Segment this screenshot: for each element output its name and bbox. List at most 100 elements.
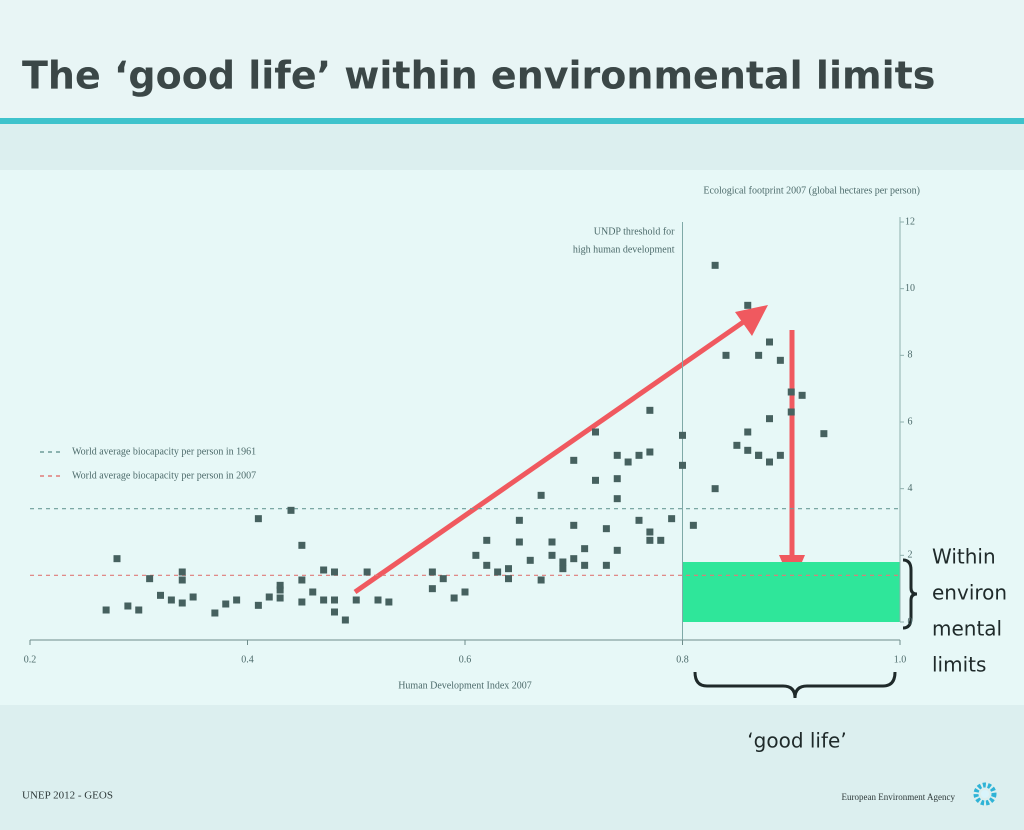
- point: [124, 602, 132, 610]
- logo-center: [981, 790, 989, 798]
- annotation-right: mental: [932, 617, 1002, 641]
- point: [331, 568, 338, 576]
- point: [178, 576, 186, 584]
- point: [592, 476, 599, 484]
- bottom-brace: [693, 671, 897, 699]
- point: [320, 596, 328, 604]
- point: [766, 415, 773, 423]
- point: [646, 528, 654, 536]
- point: [178, 568, 186, 576]
- point: [146, 575, 154, 583]
- y-axis-label: Ecological footprint 2007 (global hectar…: [703, 185, 920, 196]
- point: [766, 458, 773, 466]
- point: [657, 536, 665, 544]
- footer-left: UNEP 2012 - GEOS: [22, 790, 113, 802]
- point: [276, 594, 284, 602]
- point: [646, 406, 654, 414]
- point: [613, 546, 621, 554]
- point: [113, 555, 121, 563]
- point: [679, 461, 686, 469]
- y-tick-label: 6: [908, 416, 913, 427]
- y-tick-label: 2: [908, 550, 913, 561]
- point: [776, 356, 784, 364]
- point: [766, 338, 773, 346]
- point: [624, 458, 632, 466]
- point: [167, 596, 175, 604]
- point: [331, 596, 338, 604]
- point: [157, 591, 164, 599]
- legend-label: World average biocapacity per person in …: [72, 470, 256, 481]
- chart-panel: [0, 170, 1024, 705]
- y-tick-label: 0: [908, 616, 913, 627]
- point: [744, 428, 752, 436]
- point: [537, 491, 545, 499]
- point: [755, 351, 763, 359]
- point: [178, 599, 186, 607]
- point: [602, 561, 610, 569]
- point: [428, 568, 436, 576]
- y-tick-label: 8: [908, 350, 913, 361]
- x-tick-label: 0.4: [241, 654, 254, 665]
- footer-right: European Environment Agency: [842, 792, 956, 802]
- point: [102, 606, 110, 614]
- point: [428, 585, 436, 593]
- point: [526, 556, 534, 564]
- point: [635, 451, 643, 459]
- right-brace: [902, 558, 918, 630]
- point: [787, 388, 795, 396]
- point: [722, 351, 730, 359]
- point: [689, 521, 697, 529]
- point: [581, 545, 589, 553]
- point: [548, 551, 556, 559]
- point: [276, 586, 284, 594]
- point: [494, 568, 502, 576]
- point: [505, 565, 512, 573]
- point: [385, 598, 393, 606]
- point: [515, 516, 523, 524]
- x-tick-label: 1.0: [894, 654, 907, 665]
- point: [450, 594, 458, 602]
- annotation-right: environ: [932, 581, 1007, 605]
- point: [254, 515, 262, 523]
- point: [635, 516, 643, 524]
- point: [646, 536, 654, 544]
- point: [570, 456, 578, 464]
- point: [581, 561, 589, 569]
- title-band: [0, 0, 1024, 120]
- point: [515, 538, 523, 546]
- slide-title: The ‘good life’ within environmental lim…: [22, 54, 935, 98]
- point: [298, 598, 306, 606]
- point: [265, 593, 273, 601]
- point: [331, 608, 338, 616]
- title-rule: [0, 118, 1024, 124]
- threshold-label: UNDP threshold for: [594, 226, 675, 237]
- point: [820, 430, 828, 438]
- point: [222, 600, 230, 608]
- logo-ring: [973, 782, 997, 806]
- point: [276, 581, 284, 589]
- point: [537, 576, 545, 584]
- arrow-up: [353, 313, 754, 595]
- threshold-label: high human development: [573, 244, 675, 255]
- point: [298, 541, 306, 549]
- point: [613, 475, 621, 483]
- point: [798, 391, 806, 399]
- point: [613, 451, 621, 459]
- point: [352, 596, 360, 604]
- x-tick-label: 0.6: [459, 654, 472, 665]
- point: [309, 588, 317, 596]
- annotation-right: Within: [932, 545, 996, 569]
- y-tick-label: 10: [905, 283, 915, 294]
- point: [439, 575, 447, 583]
- point: [135, 606, 143, 614]
- annotation-right: limits: [932, 653, 986, 677]
- y-tick-label: 4: [908, 483, 913, 494]
- point: [711, 485, 719, 493]
- point: [711, 261, 719, 269]
- arrows: [353, 305, 805, 595]
- annotation-bottom: ‘good life’: [747, 729, 846, 753]
- point: [592, 428, 599, 436]
- point: [254, 601, 262, 609]
- point: [744, 446, 752, 454]
- x-tick-label: 0.2: [24, 654, 37, 665]
